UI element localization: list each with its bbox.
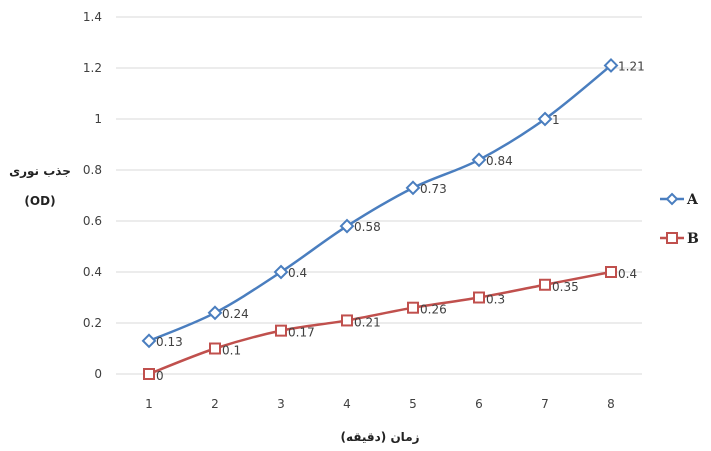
data-label-b: 0.21: [354, 315, 381, 329]
data-label-a: 1: [552, 113, 560, 127]
x-tick-label: 6: [475, 397, 483, 411]
point-b: [209, 342, 221, 355]
series-line-a: [148, 64, 612, 343]
x-tick-label: 2: [211, 397, 219, 411]
legend-label-a: A: [686, 192, 699, 208]
legend-label-b: B: [687, 231, 699, 247]
y-tick-label: 0: [94, 367, 102, 381]
point-a: [339, 218, 355, 234]
point-b: [473, 291, 485, 304]
y-tick-label: 1: [94, 112, 102, 126]
data-labels: 0.13 0.24 0.4 0.58 0.73 0.84 1 1.21 0 0.1 0.17 0.21…: [156, 59, 645, 383]
data-label-a: 0.73: [420, 182, 447, 196]
point-b: [407, 301, 419, 314]
point-b: [605, 266, 617, 278]
x-tick-label: 8: [607, 397, 615, 411]
data-label-b: 0.17: [288, 326, 315, 340]
grid-lines: [116, 16, 642, 375]
legend-marker-a: [665, 192, 679, 206]
point-a: [537, 111, 553, 127]
data-label-b: 0: [156, 369, 164, 383]
x-tick-label: 5: [409, 397, 417, 411]
data-label-a: 0.24: [222, 307, 249, 321]
x-axis-ticks: 1 2 3 4 5 6 7 8: [145, 397, 615, 411]
legend: AB: [660, 192, 699, 247]
series-line-b: [148, 270, 612, 376]
point-b: [341, 314, 353, 327]
y-tick-label: 1.4: [83, 10, 102, 24]
data-label-a: 0.84: [486, 154, 513, 168]
x-tick-label: 4: [343, 397, 351, 411]
y-axis-title-line1: جذب نوری: [9, 164, 71, 179]
y-axis-title-line2: (OD): [24, 194, 55, 208]
point-a: [471, 152, 487, 168]
x-tick-label: 7: [541, 397, 549, 411]
point-b: [539, 278, 551, 291]
x-tick-label: 3: [277, 397, 285, 411]
point-a: [603, 58, 619, 73]
y-tick-label: 1.2: [83, 61, 102, 75]
point-a: [141, 333, 157, 349]
y-tick-label: 0.8: [83, 163, 102, 177]
y-axis-ticks: 0 0.2 0.4 0.6 0.8 1 1.2 1.4: [83, 10, 102, 381]
point-a: [405, 180, 421, 196]
data-label-b: 0.1: [222, 344, 241, 358]
data-label-a: 1.21: [618, 59, 645, 73]
y-tick-label: 0.2: [83, 316, 102, 330]
data-label-b: 0.35: [552, 280, 579, 294]
x-tick-label: 1: [145, 397, 153, 411]
point-a: [273, 264, 289, 280]
data-label-b: 0.3: [486, 293, 505, 307]
point-a: [207, 305, 223, 321]
point-b: [275, 324, 287, 337]
x-axis-title: زمان (دقیقه): [340, 430, 419, 444]
data-label-b: 0.4: [618, 267, 637, 281]
series-layer: [141, 58, 619, 380]
y-tick-label: 0.6: [83, 214, 102, 228]
data-label-b: 0.26: [420, 303, 447, 317]
data-label-a: 0.13: [156, 335, 183, 349]
data-label-a: 0.4: [288, 266, 307, 280]
point-b: [143, 368, 155, 380]
data-label-a: 0.58: [354, 220, 381, 234]
y-tick-label: 0.4: [83, 265, 102, 279]
legend-marker-b: [666, 232, 678, 244]
